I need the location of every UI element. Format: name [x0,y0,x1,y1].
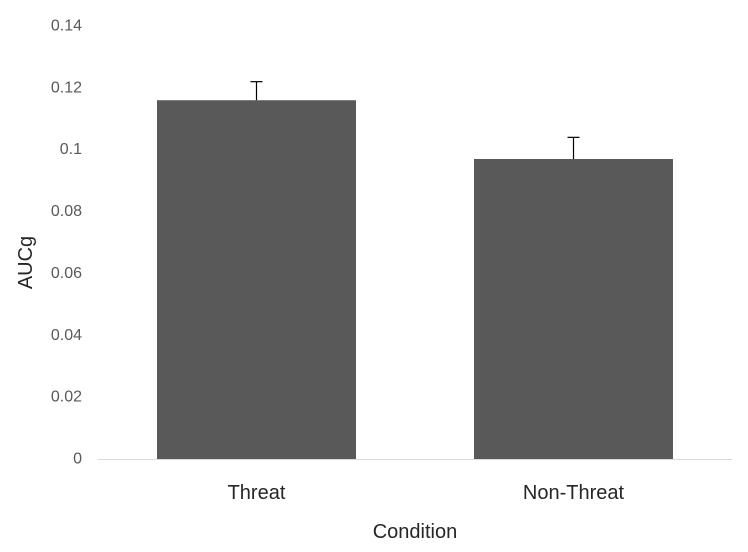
y-tick-label: 0.06 [51,265,82,282]
x-category-label: Threat [228,482,286,504]
y-tick-label: 0.08 [51,203,82,220]
bars [157,100,673,459]
y-axis-ticks: 0 0.02 0.04 0.06 0.08 0.1 0.12 0.14 [51,18,82,468]
y-tick-label: 0.14 [51,18,82,35]
error-bar [250,81,263,101]
bar-threat [157,100,356,459]
error-bar [567,136,580,159]
bar-non-threat [474,158,673,459]
y-tick-label: 0.04 [51,327,82,344]
x-axis-categories: Threat Non-Threat [228,482,625,504]
y-tick-label: 0 [73,451,82,468]
y-tick-label: 0.1 [60,141,82,158]
y-tick-label: 0.12 [51,79,82,96]
y-tick-label: 0.02 [51,389,82,406]
x-category-label: Non-Threat [523,482,625,504]
error-bars [250,81,580,159]
y-axis-title: AUCg [15,236,37,289]
x-axis-title: Condition [373,521,458,543]
